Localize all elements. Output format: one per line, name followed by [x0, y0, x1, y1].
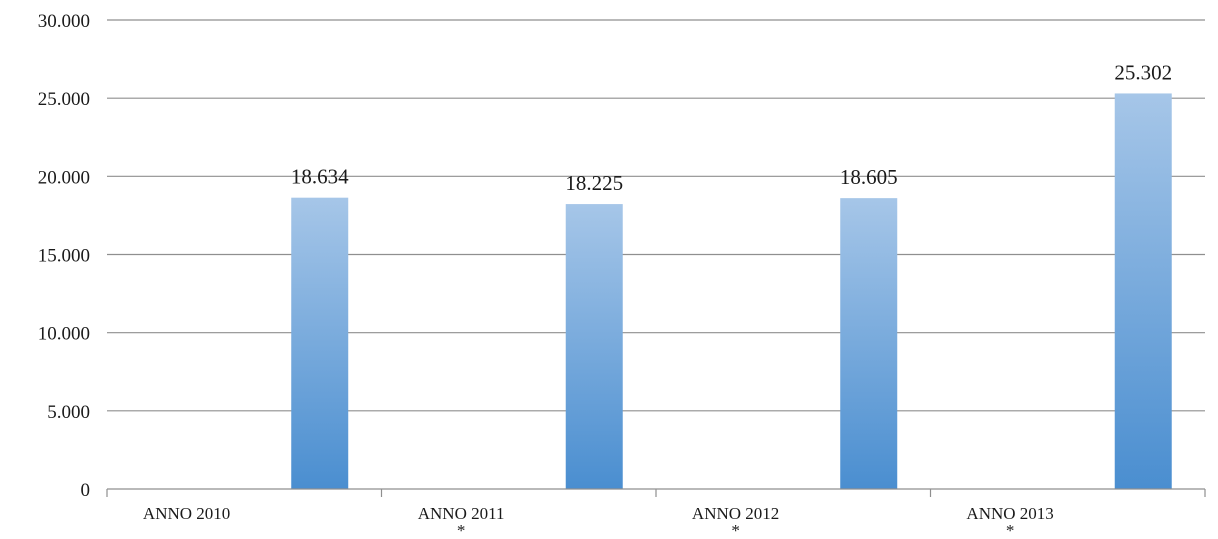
bar-data-label: 25.302 — [1114, 60, 1172, 84]
y-axis-tick-labels: 0 5.000 10.000 15.000 20.000 25.000 30.000 — [38, 11, 90, 501]
x-category-label: ANNO 2010 — [143, 504, 230, 523]
y-tick-label: 0 — [81, 480, 91, 501]
y-tick-label: 20.000 — [38, 167, 90, 188]
bar — [1114, 93, 1172, 489]
y-tick-label: 30.000 — [38, 11, 90, 32]
bar — [840, 198, 898, 489]
gridlines — [107, 19, 1205, 412]
bar — [291, 197, 349, 489]
x-axis — [106, 488, 1206, 497]
bar-data-label: 18.634 — [291, 165, 349, 189]
bar — [565, 204, 623, 489]
data-labels: 18.634 18.225 18.605 25.302 — [291, 60, 1172, 195]
x-axis-category-labels: ANNO 2010 ANNO 2011 * ANNO 2012 * ANNO 2013 * — [143, 504, 1054, 539]
y-tick-label: 5.000 — [47, 402, 90, 423]
x-category-label: ANNO 2011 * — [418, 504, 505, 539]
y-tick-label: 10.000 — [38, 324, 90, 345]
bar-data-label: 18.225 — [565, 171, 623, 195]
y-tick-label: 25.000 — [38, 89, 90, 110]
x-category-label: ANNO 2013 * — [966, 504, 1053, 539]
x-category-label: ANNO 2012 * — [692, 504, 779, 539]
bar-data-label: 18.605 — [840, 165, 898, 189]
y-tick-label: 15.000 — [38, 246, 90, 267]
bars — [291, 93, 1172, 489]
